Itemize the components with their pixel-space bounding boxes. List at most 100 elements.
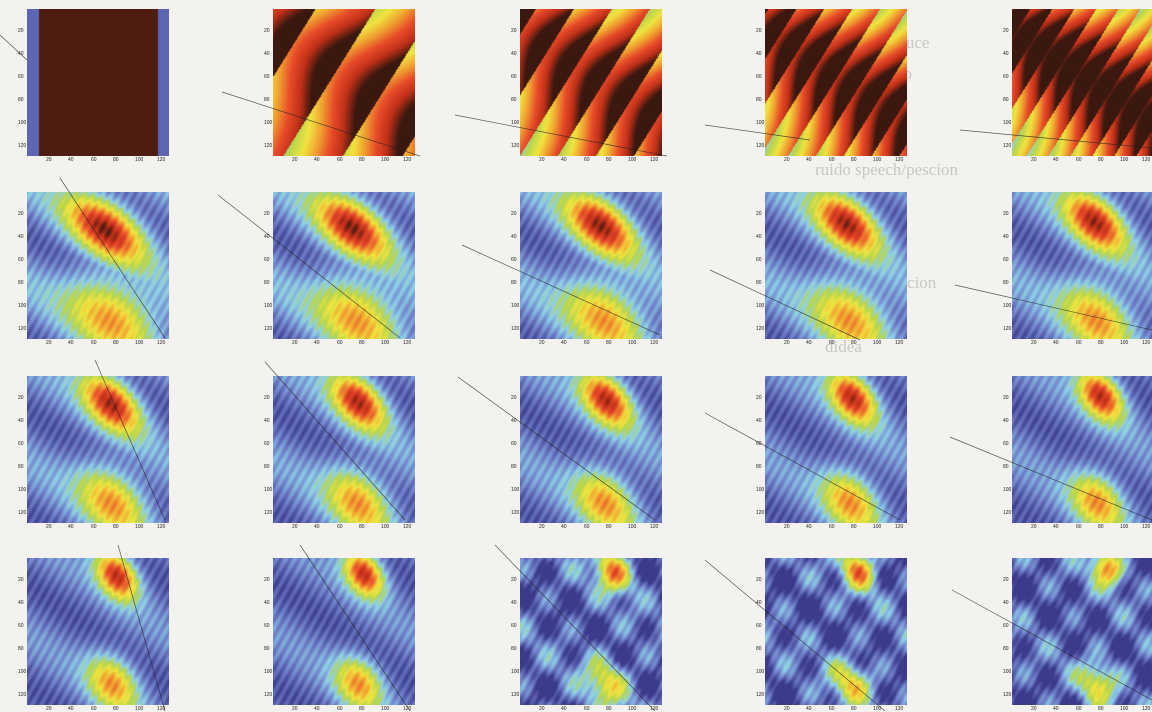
y-tick-label: 40	[1003, 418, 1009, 424]
y-tick-label: 100	[1003, 669, 1012, 675]
y-tick-label: 120	[264, 510, 273, 516]
x-tick-label: 80	[1098, 340, 1104, 346]
x-tick-label: 40	[806, 340, 812, 346]
x-tick-label: 20	[1031, 340, 1037, 346]
y-tick-label: 120	[1003, 510, 1012, 516]
x-tick-label: 100	[873, 340, 882, 346]
y-tick-label: 60	[18, 623, 24, 629]
y-tick-label: 60	[756, 623, 762, 629]
x-tick-label: 60	[584, 340, 590, 346]
x-tick-label: 40	[806, 524, 812, 530]
y-tick-label: 60	[756, 257, 762, 263]
x-tick-label: 80	[606, 524, 612, 530]
y-tick-label: 100	[756, 669, 765, 675]
x-tick-label: 100	[873, 706, 882, 712]
x-tick-label: 60	[584, 706, 590, 712]
y-tick-label: 120	[18, 143, 27, 149]
spectrogram-panel: 20 40 60 80 100 120 20 40 60 80 100 120	[511, 558, 662, 712]
x-tick-label: 80	[1098, 157, 1104, 163]
y-tick-label: 40	[756, 600, 762, 606]
y-tick-label: 20	[264, 211, 270, 217]
x-tick-label: 80	[113, 157, 119, 163]
x-tick-label: 120	[1142, 340, 1151, 346]
x-tick-label: 100	[135, 157, 144, 163]
spectrogram-image	[273, 558, 415, 705]
y-tick-label: 40	[18, 418, 24, 424]
spectrogram-image	[27, 9, 169, 156]
x-tick-label: 40	[68, 524, 74, 530]
y-tick-label: 80	[756, 646, 762, 652]
x-tick-label: 80	[359, 340, 365, 346]
y-tick-label: 60	[511, 257, 517, 263]
y-tick-label: 80	[264, 97, 270, 103]
x-tick-label: 80	[359, 706, 365, 712]
y-tick-label: 40	[264, 418, 270, 424]
y-tick-label: 120	[264, 326, 273, 332]
x-tick-label: 20	[539, 524, 545, 530]
y-tick-label: 120	[511, 692, 520, 698]
y-tick-label: 20	[1003, 28, 1009, 34]
y-tick-label: 120	[18, 510, 27, 516]
y-tick-label: 100	[1003, 303, 1012, 309]
y-tick-label: 120	[756, 692, 765, 698]
x-tick-label: 20	[292, 340, 298, 346]
y-tick-label: 100	[756, 487, 765, 493]
x-tick-label: 80	[851, 524, 857, 530]
spectrogram-panel: 20 40 60 80 100 120 20 40 60 80 100 120	[1003, 192, 1152, 346]
spectrogram-image	[27, 376, 169, 523]
y-tick-label: 40	[18, 600, 24, 606]
x-tick-label: 60	[1076, 157, 1082, 163]
y-tick-label: 40	[18, 51, 24, 57]
spectrogram-image	[27, 558, 169, 705]
y-tick-label: 20	[18, 577, 24, 583]
x-tick-label: 60	[829, 524, 835, 530]
spectrogram-panel: 20 40 60 80 100 120 20 40 60 80 100 120	[756, 376, 907, 530]
y-tick-label: 40	[756, 51, 762, 57]
x-tick-label: 120	[650, 340, 659, 346]
y-tick-label: 60	[1003, 623, 1009, 629]
spectrogram-image	[273, 9, 415, 156]
x-tick-label: 40	[68, 706, 74, 712]
y-tick-label: 60	[1003, 74, 1009, 80]
y-tick-label: 80	[264, 646, 270, 652]
x-tick-label: 120	[403, 340, 412, 346]
x-tick-label: 80	[113, 706, 119, 712]
x-tick-label: 100	[381, 340, 390, 346]
spectrogram-panel: 20 40 60 80 100 120 20 40 60 80 100 120	[264, 192, 415, 346]
y-tick-label: 40	[511, 600, 517, 606]
y-tick-label: 60	[18, 257, 24, 263]
y-tick-label: 100	[18, 303, 27, 309]
y-tick-label: 120	[756, 326, 765, 332]
y-tick-label: 20	[756, 577, 762, 583]
y-tick-label: 80	[756, 280, 762, 286]
x-tick-label: 20	[1031, 157, 1037, 163]
y-tick-label: 60	[1003, 441, 1009, 447]
x-tick-label: 120	[1142, 706, 1151, 712]
y-tick-label: 60	[18, 74, 24, 80]
spectrogram-panel: 20 40 60 80 100 120 20 40 60 80 100 120	[18, 9, 169, 163]
y-tick-label: 100	[1003, 120, 1012, 126]
x-tick-label: 100	[1120, 340, 1129, 346]
x-tick-label: 120	[650, 524, 659, 530]
x-tick-label: 40	[314, 340, 320, 346]
spectrogram-panel: 20 40 60 80 100 120 20 40 60 80 100 120	[264, 376, 415, 530]
y-tick-label: 80	[1003, 646, 1009, 652]
x-tick-label: 80	[851, 706, 857, 712]
x-tick-label: 100	[1120, 706, 1129, 712]
x-tick-label: 20	[292, 524, 298, 530]
y-tick-label: 20	[511, 577, 517, 583]
x-tick-label: 120	[403, 524, 412, 530]
y-tick-label: 100	[18, 487, 27, 493]
x-tick-label: 40	[314, 157, 320, 163]
y-tick-label: 20	[18, 211, 24, 217]
y-tick-label: 80	[1003, 464, 1009, 470]
spectrogram-panel: 20 40 60 80 100 120 20 40 60 80 100 120	[511, 9, 662, 163]
x-tick-label: 100	[135, 340, 144, 346]
y-tick-label: 120	[756, 510, 765, 516]
y-tick-label: 80	[511, 280, 517, 286]
x-tick-label: 60	[337, 157, 343, 163]
spectrogram-image	[1012, 558, 1152, 705]
x-tick-label: 40	[68, 157, 74, 163]
x-tick-label: 80	[851, 157, 857, 163]
spectrogram-panel: 20 40 60 80 100 120 20 40 60 80 100 120	[1003, 376, 1152, 530]
